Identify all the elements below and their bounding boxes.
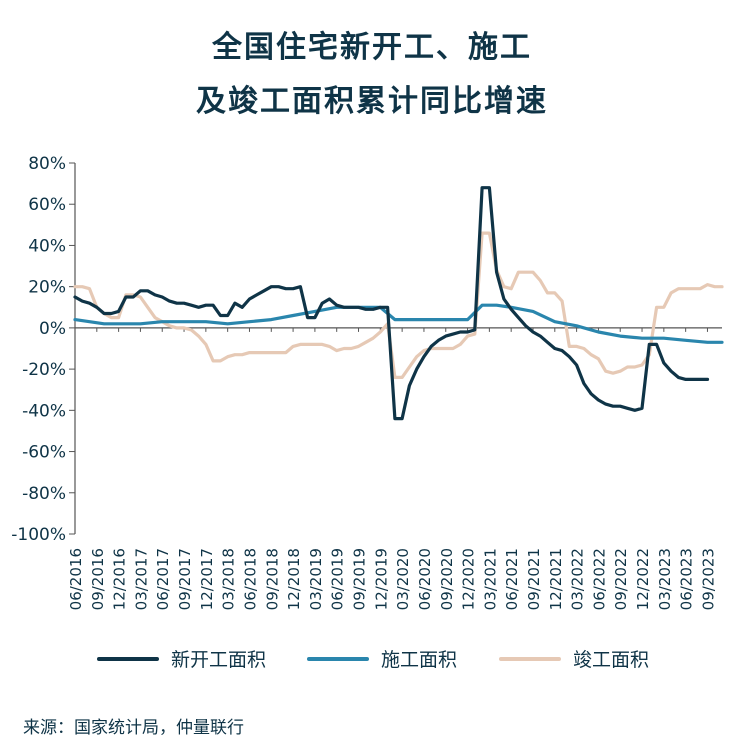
source-note: 来源：国家统计局，仲量联行 [23,718,244,738]
legend-label-under-construction: 施工面积 [381,649,458,671]
x-tick-label: 12/2020 [460,548,478,610]
y-tick-label: -20% [22,360,66,380]
x-tick-label: 12/2022 [634,548,652,610]
y-tick-label: -40% [22,401,66,421]
x-axis: 06/2016 09/2016 12/2016 03/2017 06/2017 09/20… [67,327,722,610]
line-chart: -100% -80% -60% -40% -20% 0% 20% 40% 60% 80% 06/2… [11,154,724,610]
legend-item-new-starts: 新开工面积 [97,645,266,672]
y-tick-label: 20% [28,278,66,298]
x-tick-label: 06/2019 [329,548,347,610]
x-tick-label: 09/2017 [176,548,194,610]
x-tick-label: 03/2017 [132,548,150,610]
y-tick-label: -80% [22,484,66,504]
series-line-new-starts [73,186,710,421]
x-tick-label: 06/2018 [241,548,259,610]
chart-title-line2: 及竣工面积累计同比增速 [196,84,548,119]
x-tick-label: 06/2022 [590,548,608,610]
legend: 新开工面积 施工面积 竣工面积 [0,645,744,671]
y-tick-label: -100% [11,525,66,545]
x-tick-label: 06/2017 [154,548,172,610]
legend-item-under-construction: 施工面积 [307,645,457,672]
x-tick-label: 12/2016 [111,548,129,610]
series-line-completions [73,231,724,379]
legend-swatch-completions [499,656,561,661]
y-axis: -100% -80% -60% -40% -20% 0% 20% 40% 60% 80% [11,154,76,545]
x-tick-label: 12/2017 [198,548,216,610]
legend-label-new-starts: 新开工面积 [171,649,267,671]
x-tick-label: 03/2021 [481,548,499,610]
x-tick-label: 12/2019 [372,548,390,610]
x-tick-label: 03/2019 [307,548,325,610]
x-tick-label: 06/2023 [678,548,696,610]
y-tick-label: 0% [39,319,66,339]
chart-title-line1: 全国住宅新开工、施工 [212,30,532,65]
x-tick-label: 06/2020 [416,548,434,610]
legend-swatch-under-construction [307,656,369,661]
x-tick-label: 09/2021 [525,548,543,610]
x-tick-label: 09/2020 [438,548,456,610]
x-tick-label: 09/2022 [612,548,630,610]
x-tick-label: 09/2019 [351,548,369,610]
x-tick-label: 03/2018 [220,548,238,610]
series-line-under-construction [73,303,724,344]
x-tick-label: 03/2020 [394,548,412,610]
legend-swatch-new-starts [97,656,159,661]
y-tick-label: 80% [28,154,66,174]
x-tick-label: 12/2021 [547,548,565,610]
y-tick-label: 40% [28,236,66,256]
y-tick-label: 60% [28,195,66,215]
x-tick-label: 12/2018 [285,548,303,610]
y-tick-label: -60% [22,443,66,463]
x-tick-label: 09/2018 [263,548,281,610]
x-tick-label: 03/2023 [656,548,674,610]
x-tick-label: 06/2021 [503,548,521,610]
x-tick-label: 06/2016 [67,548,85,610]
x-tick-label: 09/2023 [699,548,717,610]
legend-item-completions: 竣工面积 [499,645,649,672]
legend-label-completions: 竣工面积 [573,649,650,671]
series-lines [73,186,724,421]
x-tick-label: 09/2016 [89,548,107,610]
x-tick-label: 03/2022 [569,548,587,610]
